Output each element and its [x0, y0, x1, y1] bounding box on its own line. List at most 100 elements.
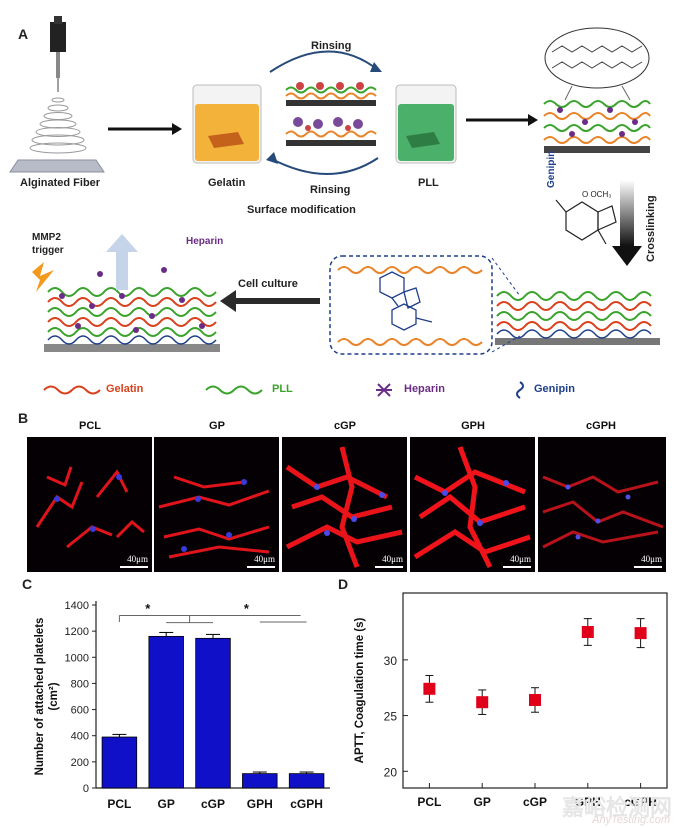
x-tick-label: GPH: [575, 795, 601, 809]
image-title-gp: GP: [209, 420, 225, 432]
scale-label-gp: 40μm: [254, 554, 275, 564]
y-tick-label: 600: [71, 705, 89, 717]
panel-b-letter: B: [18, 410, 29, 426]
cell-culture-label: Cell culture: [238, 278, 298, 290]
legend-heparin-swatch: [376, 383, 392, 397]
genipin-structure-icon: [555, 199, 617, 245]
surface-modification-label: Surface modification: [247, 204, 356, 216]
scale-bar-cgph: [634, 566, 662, 568]
genipin-crosslink-structure-icon: [379, 271, 433, 331]
pll-label: PLL: [418, 177, 439, 189]
chart-c: 0 200 400 600 800 1000 1200 1400 PCL GP cGP GPH cGPH…: [34, 600, 330, 811]
micrograph-gph: 40μm: [410, 437, 535, 572]
heparin-label: Heparin: [186, 236, 224, 247]
rinsing-top-label: Rinsing: [311, 40, 352, 52]
significance-star: *: [244, 601, 250, 616]
genipin-label: Genipin: [546, 150, 557, 188]
legend-pll-swatch: [205, 385, 263, 395]
y-tick-label: 200: [71, 757, 89, 769]
chart-d: 20 25 30 PCL GP cGP GPH cGPH APTT, Coagulation t…: [354, 592, 668, 809]
micrograph-gp: 40μm: [154, 437, 279, 572]
micrograph-cgp: 40μm: [282, 437, 407, 572]
layer-stack-top-icon: [285, 82, 377, 106]
panel-a-schematic: [9, 16, 660, 399]
pll-beaker-icon: [395, 84, 457, 164]
molecular-detail-icon: [544, 27, 650, 89]
y-tick-label: 0: [83, 783, 89, 795]
x-tick-label: cGPH: [290, 797, 323, 811]
trigger-label: trigger: [32, 245, 64, 256]
syringe-pump-icon: [50, 16, 66, 92]
panel-c-letter: C: [22, 576, 33, 592]
y-tick-label: 20: [384, 765, 398, 779]
x-tick-label: cGP: [523, 795, 547, 809]
y-tick-label: 25: [384, 710, 398, 724]
image-title-pcl: PCL: [79, 420, 101, 432]
crosslinking-arrow-icon: [620, 180, 634, 246]
alginated-fiber-label: Alginated Fiber: [20, 177, 101, 189]
marker-pcl: [423, 682, 436, 695]
cell-culture-arrow-icon: [232, 298, 320, 304]
marker-cgph: [634, 627, 647, 640]
legend-heparin-label: Heparin: [404, 383, 445, 395]
fiber-spiral-icon: [29, 97, 87, 154]
x-tick-label: GPH: [247, 797, 273, 811]
image-title-cgp: cGP: [333, 420, 356, 432]
y-axis-label-unit: (cm²): [48, 682, 60, 710]
marker-gph: [581, 626, 594, 638]
x-tick-label: PCL: [107, 797, 131, 811]
bar-cgph: [288, 773, 325, 789]
marker-cgp: [529, 693, 541, 706]
micrograph-cgph: 40μm: [538, 437, 666, 572]
release-arrow-icon: [116, 250, 128, 290]
watermark-en: AnyTesting.com: [592, 814, 670, 826]
image-title-cgph: cGPH: [586, 420, 616, 432]
substrate-plate-icon: [9, 159, 105, 173]
rinsing-bottom-label: Rinsing: [310, 184, 351, 196]
gelatin-beaker-icon: [192, 84, 262, 164]
gelatin-label: Gelatin: [208, 177, 246, 189]
y-tick-label: 800: [71, 678, 89, 690]
marker-gp: [476, 696, 489, 709]
panel-d-letter: D: [338, 576, 349, 592]
watermark-cn: 嘉峪检测网: [561, 795, 672, 820]
y-axis-label: APTT, Coagulation time (s): [354, 617, 366, 763]
legend-genipin-swatch: [516, 381, 524, 399]
y-tick-label: 1400: [65, 600, 89, 612]
scale-label-gph: 40μm: [510, 554, 531, 564]
image-title-gph: GPH: [461, 420, 485, 432]
scale-bar-gph: [503, 566, 531, 568]
y-tick-label: 1200: [65, 626, 89, 638]
y-axis-label: Number of attached platelets: [34, 618, 46, 776]
x-tick-label: PCL: [417, 795, 441, 809]
scale-bar-pcl: [120, 566, 148, 568]
x-tick-label: GP: [474, 795, 491, 809]
y-tick-label: 30: [384, 654, 398, 668]
x-tick-label: cGPH: [624, 795, 657, 809]
lightning-icon: [32, 262, 54, 292]
x-tick-label: GP: [158, 797, 175, 811]
genipin-formula-label: O OCH₃: [582, 190, 612, 199]
micrograph-pcl: 40μm: [27, 437, 152, 572]
bar-cgp: [195, 637, 231, 789]
bar-gp: [148, 635, 184, 789]
cell-seeded-network-icon: [44, 267, 220, 352]
legend-pll-label: PLL: [272, 383, 293, 395]
scale-bar-gp: [247, 566, 275, 568]
scale-label-cgp: 40μm: [382, 554, 403, 564]
bar-gph: [242, 773, 278, 789]
scale-bar-cgp: [375, 566, 403, 568]
scale-label-cgph: 40μm: [641, 554, 662, 564]
crosslinked-network-icon: [495, 291, 660, 345]
mmp2-label: MMP2: [32, 232, 61, 243]
panel-a-letter: A: [18, 26, 29, 42]
scale-label-pcl: 40μm: [127, 554, 148, 564]
y-tick-label: 1000: [65, 652, 89, 664]
legend-gelatin-swatch: [43, 385, 101, 395]
legend-genipin-label: Genipin: [534, 383, 575, 395]
legend-gelatin-label: Gelatin: [106, 383, 144, 395]
callout-box: [329, 255, 493, 355]
y-tick-label: 400: [71, 731, 89, 743]
crosslinking-label: Crosslinking: [645, 195, 657, 262]
crosslinked-layers-icon: [543, 100, 651, 153]
